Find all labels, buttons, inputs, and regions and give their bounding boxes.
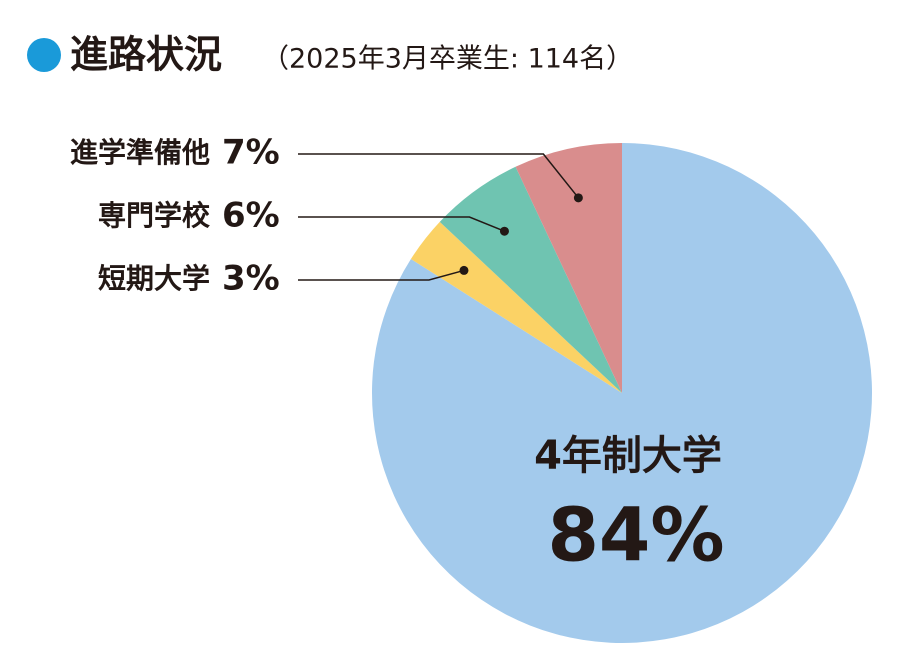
leader-dot [573, 193, 583, 203]
value-label: 7% [222, 133, 280, 173]
leader-dot [499, 226, 509, 236]
leader-line [298, 216, 505, 232]
value-label: 6% [222, 196, 280, 236]
leader-line [298, 269, 465, 281]
leader-dot [459, 265, 469, 275]
pie-slice [515, 143, 622, 393]
slice-label: 専門学校 [98, 199, 211, 232]
value-label: 84% [547, 493, 724, 579]
chart-subtitle: （2025年3月卒業生: 114名） [262, 44, 633, 75]
slice-label: 4年制大学 [534, 433, 722, 479]
slice-label: 短期大学 [98, 262, 210, 295]
value-label: 3% [222, 259, 280, 299]
slice-label: 進学準備他 [70, 136, 210, 169]
leader-line [298, 153, 579, 199]
chart-title: 進路状況 [70, 33, 222, 77]
title-bullet [27, 38, 61, 72]
pie-slice [410, 221, 622, 393]
